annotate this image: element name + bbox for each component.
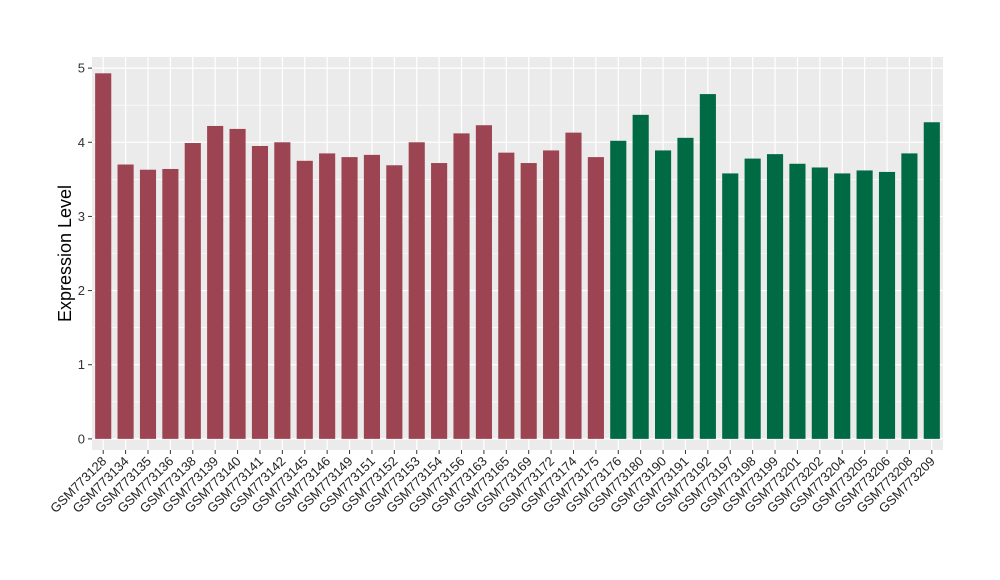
bar [274, 142, 291, 439]
bar [923, 122, 940, 439]
bar [408, 142, 425, 439]
bar [95, 73, 112, 439]
bars [95, 73, 940, 439]
bar [319, 153, 336, 439]
bar [117, 164, 134, 439]
bar [453, 133, 470, 439]
bar [856, 170, 873, 439]
bar [565, 132, 582, 439]
bar [363, 154, 380, 439]
y-tick-label: 3 [78, 209, 85, 224]
bar [162, 168, 179, 439]
bar [878, 171, 896, 439]
bar [789, 163, 806, 439]
bar [139, 169, 157, 439]
bar [207, 125, 224, 439]
bar [587, 157, 604, 439]
bar [632, 114, 649, 439]
bar [655, 150, 672, 439]
bar [341, 157, 358, 439]
bar [296, 160, 313, 439]
bar [610, 140, 627, 439]
bar [184, 143, 201, 439]
bar [520, 163, 537, 439]
bar [811, 167, 828, 439]
x-axis: GSM773128GSM773134GSM773135GSM773136GSM7… [47, 450, 938, 516]
bar [699, 94, 716, 439]
bar [498, 152, 515, 439]
y-axis: 0 1 2 3 4 5 [78, 61, 92, 446]
bar [475, 125, 492, 439]
bar [386, 165, 403, 439]
bar [722, 173, 739, 439]
bar [901, 153, 918, 439]
bar [543, 150, 560, 439]
y-tick-label: 5 [78, 61, 85, 76]
bar [766, 154, 784, 439]
bar [251, 145, 269, 439]
y-tick-label: 1 [78, 357, 85, 372]
bar [431, 163, 448, 439]
y-tick-label: 0 [78, 431, 85, 446]
y-axis-title: Expression Level [55, 185, 75, 322]
y-tick-label: 2 [78, 283, 85, 298]
y-tick-label: 4 [78, 135, 85, 150]
bar [677, 137, 694, 439]
bar [834, 173, 851, 439]
bar [744, 158, 761, 439]
bar [229, 128, 246, 439]
